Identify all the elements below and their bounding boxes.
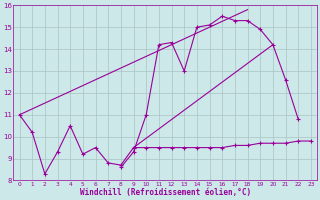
X-axis label: Windchill (Refroidissement éolien,°C): Windchill (Refroidissement éolien,°C)	[80, 188, 251, 197]
